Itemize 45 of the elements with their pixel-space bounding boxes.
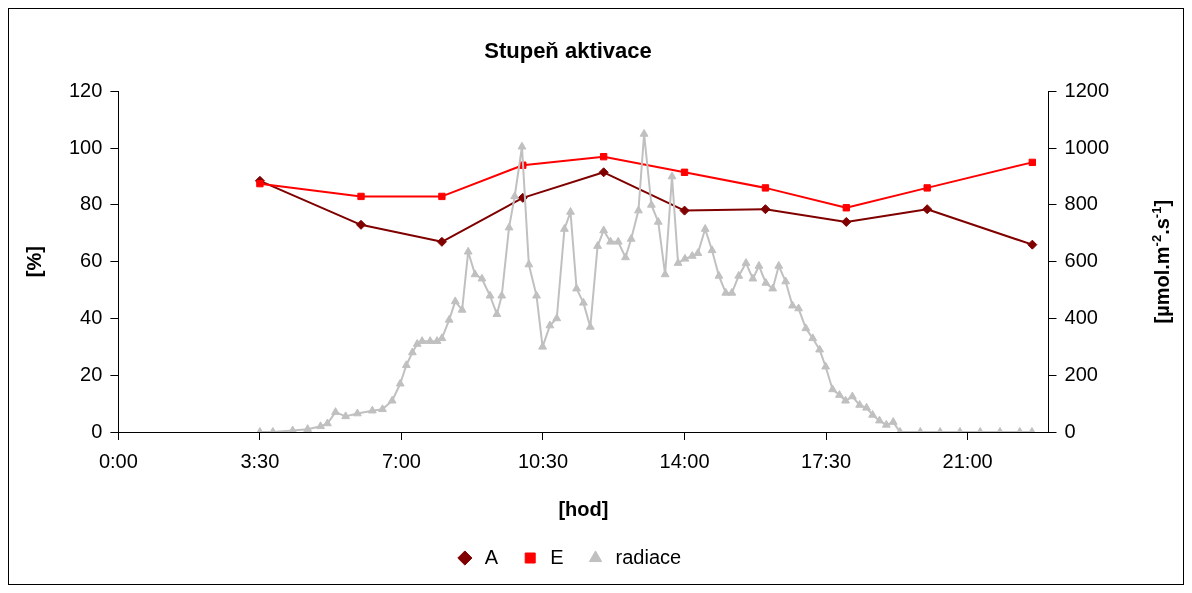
point xyxy=(357,192,365,201)
point xyxy=(1027,239,1038,250)
point xyxy=(923,184,931,192)
y2-tick-label: 800 xyxy=(1064,192,1098,215)
point xyxy=(1028,158,1037,167)
point xyxy=(760,204,771,215)
legend-label: A xyxy=(484,545,499,568)
chart-title: Stupeň aktivace xyxy=(484,38,652,64)
y2-tick-label: 600 xyxy=(1064,249,1098,272)
point xyxy=(438,192,446,201)
x-tick-label: 14:00 xyxy=(659,449,710,472)
y-tick-label: 40 xyxy=(80,305,103,328)
x-tick-label: 10:30 xyxy=(517,449,569,472)
y2-tick-label: 0 xyxy=(1064,419,1076,442)
y-tick-label: 60 xyxy=(80,249,103,272)
point xyxy=(679,205,690,216)
point xyxy=(256,179,264,188)
y-tick-label: 0 xyxy=(91,419,103,442)
x-axis-title: [hod] xyxy=(558,497,609,520)
y2-tick-label: 1000 xyxy=(1064,135,1110,158)
point xyxy=(922,204,933,215)
x-tick-label: 3:30 xyxy=(240,449,280,472)
y-axis-title: [%] xyxy=(22,246,45,278)
y2-tick-label: 200 xyxy=(1064,362,1098,385)
x-tick-label: 17:30 xyxy=(801,449,852,472)
y-tick-label: 100 xyxy=(68,135,103,158)
point xyxy=(841,216,852,227)
x-tick-label: 7:00 xyxy=(381,449,421,472)
point xyxy=(842,204,850,212)
y2-tick-label: 1200 xyxy=(1064,78,1110,101)
x-tick-label: 21:00 xyxy=(942,449,993,472)
point xyxy=(598,167,609,178)
legend-label: E xyxy=(550,545,564,568)
point xyxy=(356,219,367,230)
point xyxy=(680,168,689,176)
y-tick-label: 120 xyxy=(68,78,103,101)
y-tick-label: 20 xyxy=(80,362,103,385)
y2-axis-title: [µmol.m-2.s-1] xyxy=(1149,199,1173,324)
legend-label: radiace xyxy=(615,545,682,568)
y2-tick-label: 400 xyxy=(1064,305,1098,328)
point xyxy=(599,153,608,161)
point xyxy=(761,184,770,192)
y-tick-label: 80 xyxy=(80,192,103,215)
point xyxy=(436,236,447,247)
x-tick-label: 0:00 xyxy=(98,449,138,472)
